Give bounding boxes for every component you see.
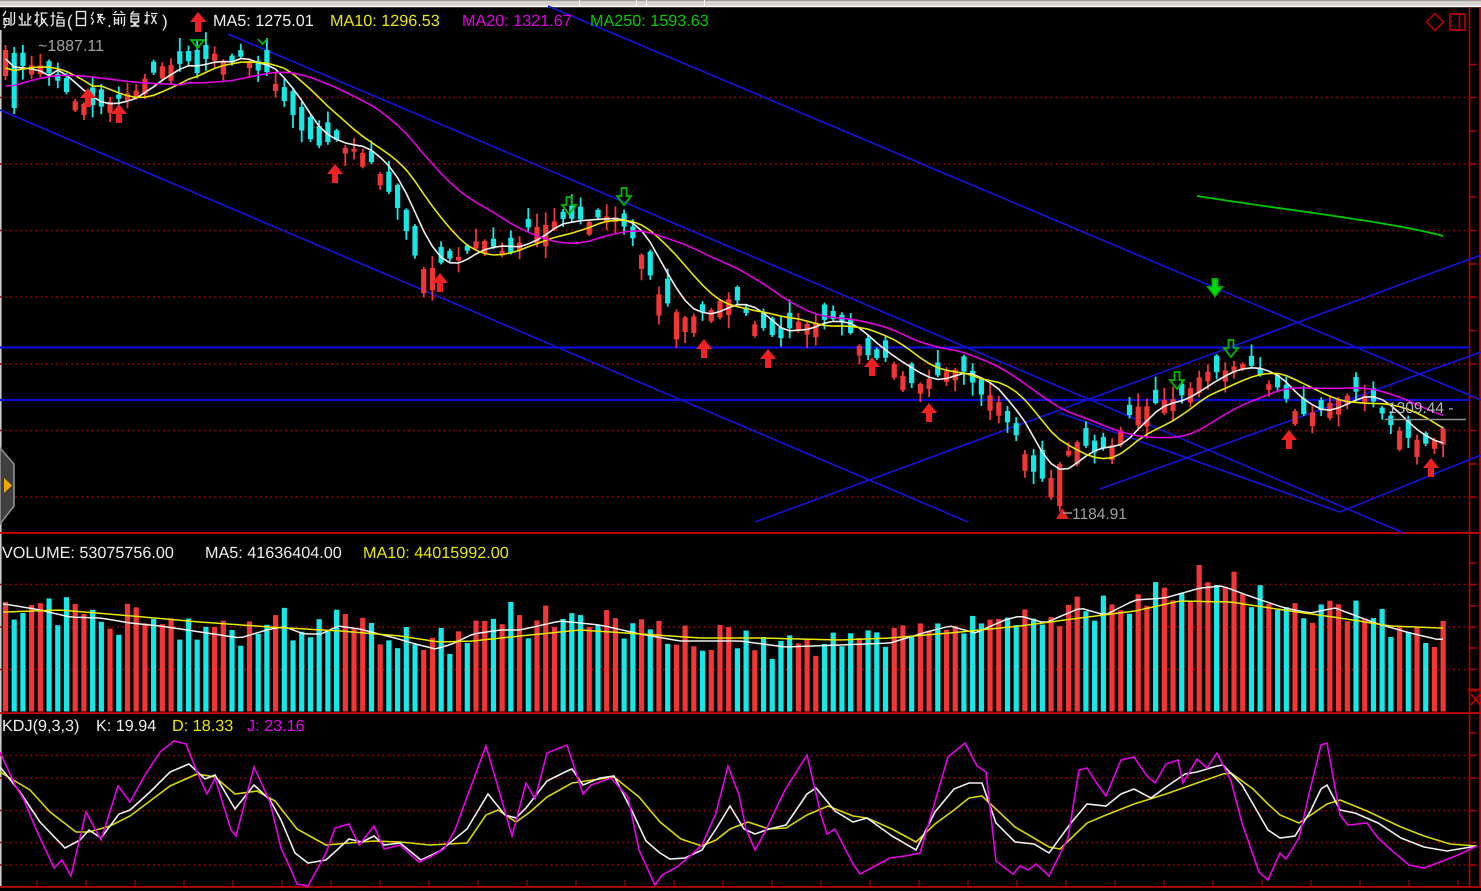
svg-text:.: . [107,12,112,31]
svg-text:MA10: 44015992.00: MA10: 44015992.00 [363,544,509,562]
svg-text:MA10: 1296.53: MA10: 1296.53 [330,12,440,30]
svg-text:~1887.11: ~1887.11 [38,38,104,55]
svg-text:K: 19.94: K: 19.94 [96,717,156,735]
svg-text:MA250: 1593.63: MA250: 1593.63 [590,12,709,30]
svg-text:(: ( [67,12,73,31]
svg-text:MA5: 1275.01: MA5: 1275.01 [213,12,314,30]
svg-text:1309.44 -: 1309.44 - [1388,400,1454,417]
svg-text:J: 23.16: J: 23.16 [247,717,305,735]
svg-text:): ) [162,12,168,31]
svg-text:KDJ(9,3,3): KDJ(9,3,3) [2,717,79,735]
svg-text:1184.91: 1184.91 [1072,506,1127,523]
svg-text:D: 18.33: D: 18.33 [172,717,233,735]
svg-text:MA20: 1321.67: MA20: 1321.67 [462,12,572,30]
svg-text:VOLUME: 53075756.00: VOLUME: 53075756.00 [2,544,174,562]
svg-text:MA5: 41636404.00: MA5: 41636404.00 [205,544,342,562]
